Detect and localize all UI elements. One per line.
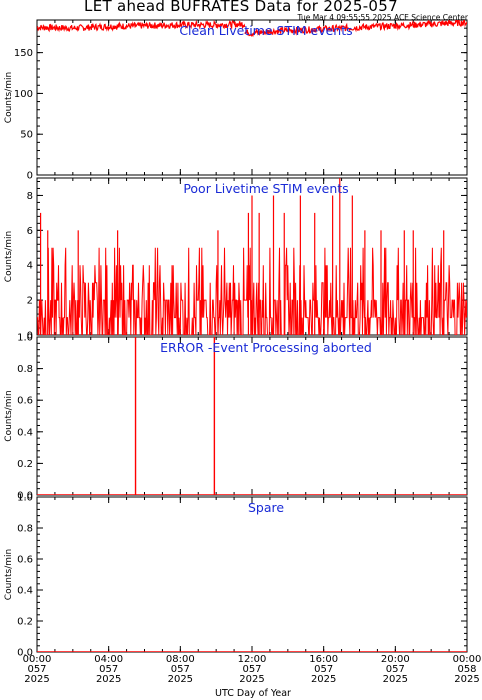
- x-tick-label-time: 04:00: [94, 654, 123, 665]
- series-line-segment-1: [37, 20, 246, 33]
- series: [37, 178, 467, 335]
- x-tick-label-doy: 057: [314, 664, 333, 675]
- x-tick-label-year: 2025: [24, 674, 49, 685]
- y-axis-label: Counts/min: [4, 72, 14, 123]
- panel-1: 0 50 100 150 Counts/min Clean Livetime STIM e…: [4, 19, 468, 182]
- y-tick-label: 0.2: [17, 617, 33, 628]
- y-tick-label: 100: [14, 89, 33, 100]
- y-tick-label: 4: [27, 261, 33, 272]
- x-tick-label-time: 12:00: [238, 654, 267, 665]
- x-tick-label-time: 00:00: [23, 654, 52, 665]
- panel-4: 0.0 0.2 0.4 0.6 0.8 1.0 Counts/min Spare: [4, 493, 468, 659]
- plot-frame: [36, 496, 468, 653]
- y-tick-label: 50: [20, 130, 33, 141]
- plot-frame: [36, 19, 468, 176]
- series-line-segment-2: [244, 20, 467, 38]
- panel-title: ERROR -Event Processing aborted: [160, 340, 372, 355]
- panel-3: 0.0 0.2 0.4 0.6 0.8 1.0 Counts/min ERROR -Event…: [4, 333, 468, 502]
- y-tick-label: 0.0: [17, 491, 33, 502]
- y-tick-label: 1.0: [17, 333, 33, 344]
- x-tick-label-year: 2025: [239, 674, 264, 685]
- y-tick-label: 6: [27, 226, 33, 237]
- x-tick-label-year: 2025: [383, 674, 408, 685]
- x-tick-label-time: 08:00: [166, 654, 195, 665]
- y-axis-label: Counts/min: [4, 549, 14, 600]
- plot-frame: [36, 336, 468, 496]
- x-tick-label-doy: 057: [99, 664, 118, 675]
- panel-title: Poor Livetime STIM events: [183, 181, 348, 196]
- y-tick-label: 0.4: [17, 427, 33, 438]
- x-tick-label-year: 2025: [168, 674, 193, 685]
- x-tick-label-year: 2025: [311, 674, 336, 685]
- y-tick-label: 0.4: [17, 586, 33, 597]
- y-tick-label: 8: [27, 191, 33, 202]
- series-line: [37, 247, 467, 335]
- y-tick-label: 0.2: [17, 459, 33, 470]
- y-tick-label: 0.0: [17, 648, 33, 659]
- x-tick-label-time: 16:00: [309, 654, 338, 665]
- panel-title: Clean Livetime STIM events: [179, 23, 352, 38]
- x-tick-label-doy: 057: [242, 664, 261, 675]
- x-tick-label-doy: 057: [386, 664, 405, 675]
- y-tick-label: 0.8: [17, 524, 33, 535]
- x-tick-label-doy: 057: [27, 664, 46, 675]
- series: [37, 337, 467, 495]
- series: [37, 20, 467, 38]
- page-title: LET ahead BUFRATES Data for 2025-057: [84, 0, 398, 15]
- y-tick-label: 0: [27, 171, 33, 182]
- x-tick-label-year: 2025: [454, 674, 479, 685]
- x-axis-label: UTC Day of Year: [215, 688, 291, 699]
- y-tick-label: 2: [27, 296, 33, 307]
- y-axis-label: Counts/min: [4, 231, 14, 282]
- y-tick-label: 0.6: [17, 555, 33, 566]
- y-tick-label: 0: [27, 331, 33, 342]
- y-tick-label: 150: [14, 48, 33, 59]
- x-tick-label-year: 2025: [96, 674, 121, 685]
- x-tick-label-doy: 058: [457, 664, 476, 675]
- panel-title: Spare: [248, 500, 284, 515]
- y-tick-label: 1.0: [17, 493, 33, 504]
- x-tick-label-time: 20:00: [381, 654, 410, 665]
- x-tick-label-time: 00:00: [453, 654, 482, 665]
- timestamp: Tue Mar 4 09:55:55 2025 ACE Science Cent…: [297, 13, 468, 22]
- y-tick-label: 0.6: [17, 396, 33, 407]
- y-axis-label: Counts/min: [4, 390, 14, 441]
- panel-2: 0 2 4 6 8 Counts/min Poor Livetime STIM events: [4, 177, 468, 342]
- x-tick-label-doy: 057: [171, 664, 190, 675]
- y-tick-label: 0.8: [17, 364, 33, 375]
